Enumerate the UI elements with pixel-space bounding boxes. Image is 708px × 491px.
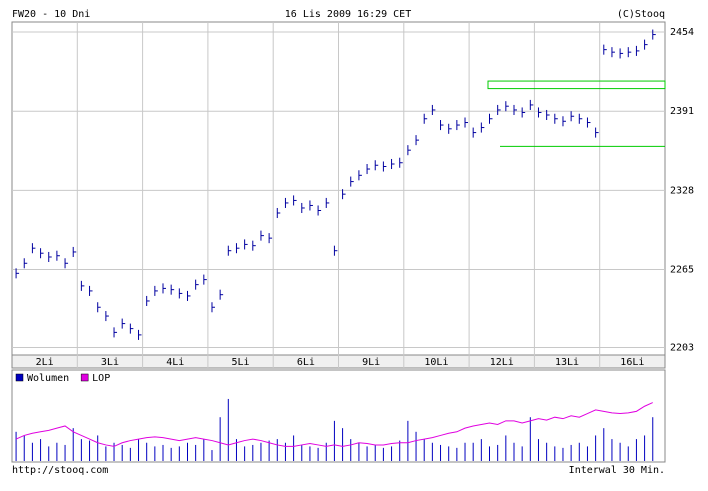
y-tick-label: 2328 <box>670 185 694 196</box>
volume-frame <box>11 369 666 463</box>
x-tick-label: 6Li <box>297 357 315 368</box>
header-center: 16 Lis 2009 16:29 CET <box>285 9 411 20</box>
legend-swatch <box>80 373 89 382</box>
x-tick-label: 9Li <box>362 357 380 368</box>
footer-left: http://stooq.com <box>12 465 108 476</box>
y-tick-label: 2391 <box>670 106 694 117</box>
legend-label: LOP <box>92 373 110 384</box>
y-tick-label: 2265 <box>670 265 694 276</box>
x-tick-label: 5Li <box>232 357 250 368</box>
footer-right: Interwal 30 Min. <box>569 465 665 476</box>
lop-line <box>15 402 653 447</box>
header-left: FW20 - 10 Dni <box>12 9 90 20</box>
y-tick-label: 2454 <box>670 27 694 38</box>
x-tick-label: 10Li <box>424 357 448 368</box>
legend-swatch <box>15 373 24 382</box>
x-tick-label: 13Li <box>555 357 579 368</box>
x-tick-label: 12Li <box>490 357 514 368</box>
x-tick-label: 4Li <box>166 357 184 368</box>
legend-label: Wolumen <box>27 373 69 384</box>
y-tick-label: 2203 <box>670 342 694 353</box>
x-tick-label: 3Li <box>101 357 119 368</box>
x-tick-label: 16Li <box>620 357 644 368</box>
x-tick-label: 2Li <box>36 357 54 368</box>
header-right: (C)Stooq <box>617 9 665 20</box>
zone <box>487 80 666 90</box>
